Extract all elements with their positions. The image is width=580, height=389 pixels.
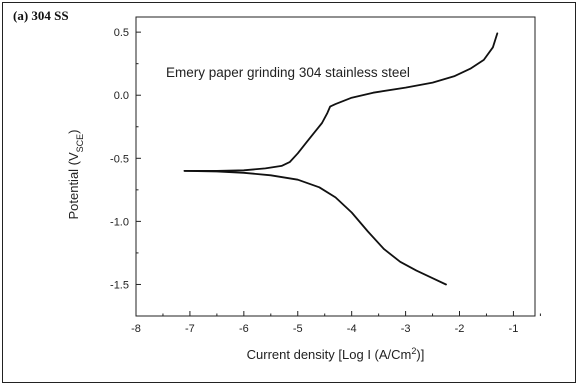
x-tick-label: -4	[347, 323, 357, 335]
plot-area-frame	[135, 16, 536, 317]
x-tick-label: -1	[509, 323, 519, 335]
x-axis-ticks: -8 -7 -6 -5 -4 -3 -2 -1	[131, 311, 541, 335]
x-axis-title-main: Current density [Log I (A/Cm	[247, 347, 412, 362]
chart-annotation: Emery paper grinding 304 stainless steel	[166, 65, 410, 80]
x-tick-label: -5	[293, 323, 303, 335]
x-tick-label: -8	[131, 323, 141, 335]
y-tick-label: -0.5	[110, 153, 129, 165]
y-tick-label: 0.0	[114, 90, 129, 102]
series-line-cathodic	[183, 169, 447, 286]
x-axis-title-sup: 2	[411, 346, 416, 356]
y-axis-title-tail: )	[66, 129, 81, 133]
panel-label: (a) 304 SS	[13, 8, 69, 23]
y-tick-label: 0.5	[114, 27, 129, 39]
polarization-chart: 0.5 0.0 -0.5 -1.0 -1.5 -8 -7 -6 -5 -4 -3 -2 -1 Emer…	[66, 16, 541, 362]
y-axis-title-sub: SCE	[75, 134, 85, 153]
x-tick-label: -2	[455, 323, 465, 335]
y-tick-label: -1.5	[110, 279, 129, 291]
x-axis-title: Current density [Log I (A/Cm2)]	[247, 346, 425, 362]
x-axis-title-tail: )]	[416, 347, 424, 362]
x-tick-label: -6	[239, 323, 249, 335]
y-tick-label: -1.0	[110, 216, 129, 228]
figure-frame: (a) 304 SS 0.5 0.0 -0.5 -1.0 -1.5 -8 -7 -6 -5 -4…	[2, 2, 576, 383]
x-tick-label: -3	[401, 323, 411, 335]
y-axis-ticks: 0.5 0.0 -0.5 -1.0 -1.5	[110, 27, 141, 317]
y-axis-title-main: Potential (V	[66, 152, 81, 220]
x-tick-label: -7	[185, 323, 195, 335]
y-axis-title: Potential (VSCE)	[66, 129, 85, 219]
series-layer	[183, 32, 499, 286]
series-line-anodic	[183, 32, 499, 172]
